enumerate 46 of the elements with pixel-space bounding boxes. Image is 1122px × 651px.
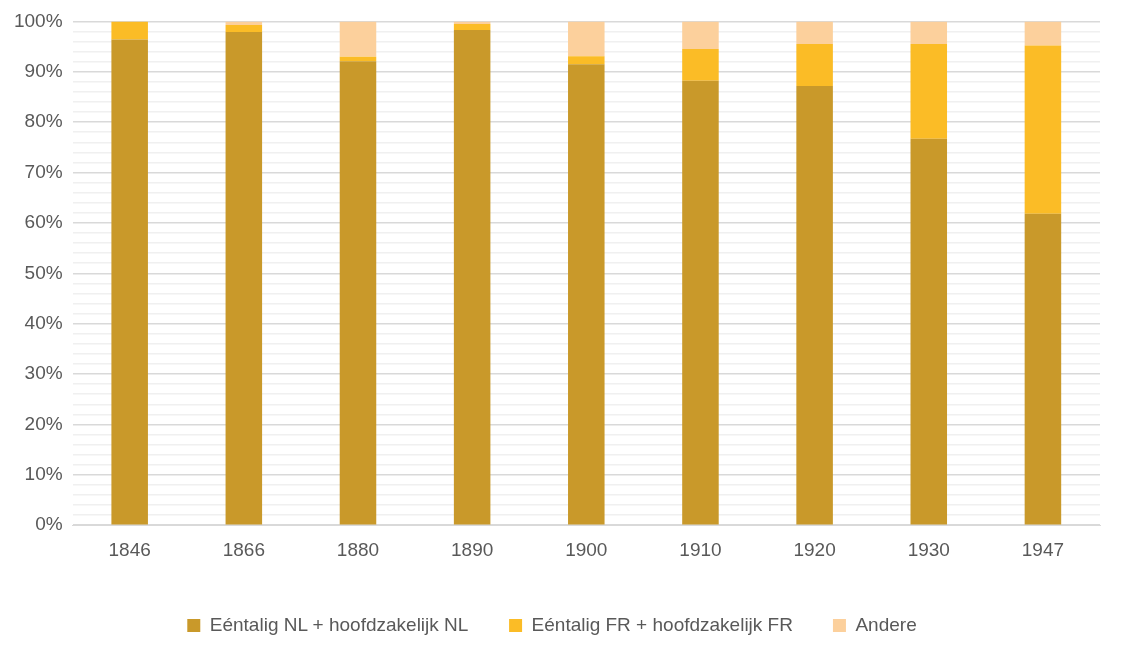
y-tick-label: 80% <box>24 110 63 132</box>
bar <box>568 64 605 525</box>
bar <box>225 31 263 525</box>
bar <box>910 44 948 139</box>
bar <box>111 21 148 40</box>
bar <box>453 23 491 30</box>
x-tick-label: 1900 <box>565 538 608 560</box>
bar <box>910 21 948 45</box>
bar <box>682 49 719 81</box>
bar <box>453 29 491 525</box>
y-tick-label: 70% <box>24 160 63 182</box>
x-tick-label: 1920 <box>793 538 836 560</box>
y-tick-label: 30% <box>24 362 63 384</box>
legend-label: Eéntalig NL + hoofdzakelijk NL <box>209 613 469 635</box>
x-tick-label: 1910 <box>679 538 722 560</box>
x-tick-label: 1947 <box>1021 538 1065 560</box>
y-tick-label: 60% <box>24 211 63 233</box>
bar <box>568 56 605 65</box>
x-tick-label: 1880 <box>336 538 380 560</box>
bar <box>682 80 719 525</box>
x-tick-label: 1866 <box>222 538 265 560</box>
bar <box>111 39 148 525</box>
bar <box>796 85 833 525</box>
bar <box>339 21 377 57</box>
legend-label: Eéntalig FR + hoofdzakelijk FR <box>531 613 793 635</box>
x-tick-label: 1890 <box>451 538 494 560</box>
bar <box>339 61 377 525</box>
bar <box>568 21 605 57</box>
legend-label: Andere <box>855 613 917 635</box>
bar <box>1024 21 1062 46</box>
bar <box>682 21 719 50</box>
bar <box>1024 213 1062 525</box>
bar <box>225 24 263 32</box>
y-tick-label: 0% <box>35 513 63 535</box>
bar <box>796 44 833 86</box>
y-tick-label: 10% <box>24 463 63 485</box>
y-tick-label: 90% <box>24 60 63 82</box>
bar <box>1024 45 1062 214</box>
y-tick-label: 100% <box>13 9 63 31</box>
y-tick-label: 50% <box>24 261 63 283</box>
x-tick-label: 1930 <box>907 538 950 560</box>
x-tick-label: 1846 <box>108 538 151 560</box>
y-tick-label: 40% <box>24 311 63 333</box>
bar <box>796 21 833 45</box>
bar <box>910 138 948 525</box>
y-tick-label: 20% <box>24 412 63 434</box>
